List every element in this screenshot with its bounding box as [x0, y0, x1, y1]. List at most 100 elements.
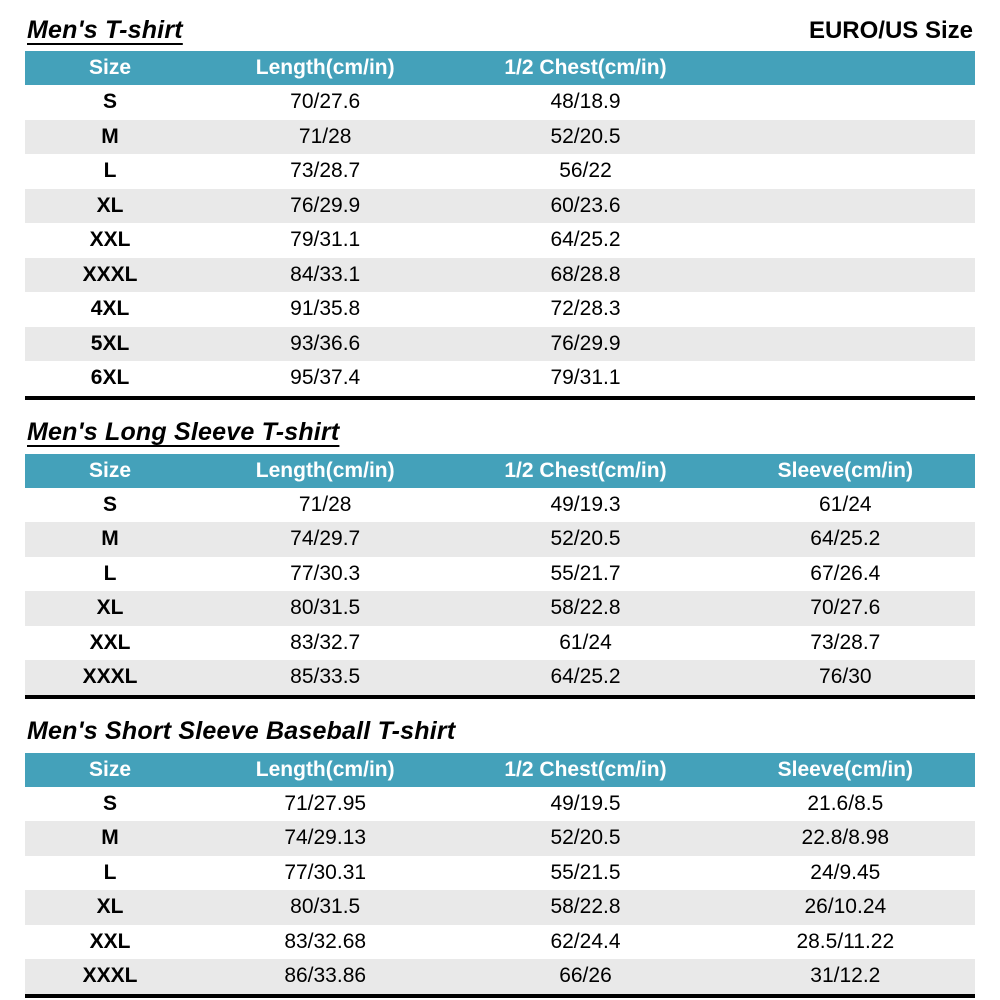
value-cell: 76/29.9	[290, 193, 361, 217]
value-cell: 71/28	[298, 492, 352, 516]
value-cell: 77/30.31	[284, 860, 367, 884]
table-row: L 73/28.7 56/22	[25, 154, 975, 189]
value-cell: 79/31.1	[290, 228, 361, 251]
table-row: XL 76/29.9 60/23.6	[25, 188, 975, 223]
header-cell: 1/2 Chest(cm/in)	[504, 458, 667, 482]
value-cell: 71/27.95	[284, 791, 367, 815]
header-cell: Size	[89, 757, 132, 781]
table-title: Men's Short Sleeve Baseball T-shirt	[27, 717, 456, 745]
value-cell: 58/22.8	[550, 895, 621, 918]
value-cell: 49/19.3	[550, 492, 621, 516]
value-cell: 64/25.2	[810, 527, 881, 550]
value-cell: 55/21.5	[550, 860, 621, 884]
size-cell: XXXL	[82, 262, 138, 286]
value-cell: 55/21.7	[550, 561, 621, 585]
table-title-row: Men's Short Sleeve Baseball T-shirt	[27, 716, 973, 746]
value-cell: 70/27.6	[810, 596, 881, 619]
table-row: L 77/30.3 55/21.7 67/26.4	[25, 556, 975, 591]
size-cell: 4XL	[90, 297, 130, 320]
size-cell: 5XL	[90, 331, 130, 355]
table-row: XXL 83/32.68 62/24.4 28.5/11.22	[25, 924, 975, 959]
value-cell: 93/36.6	[290, 331, 361, 355]
table-body: S 71/27.95 49/19.5 21.6/8.5 M 74/29.13 52/20.5…	[25, 786, 975, 998]
table-row: 6XL 95/37.4 79/31.1	[25, 361, 975, 396]
size-cell: XL	[96, 193, 124, 217]
value-cell: 86/33.86	[284, 964, 367, 987]
header-cell: Sleeve(cm/in)	[777, 458, 914, 482]
table-row: XXXL 85/33.5 64/25.2 76/30	[25, 660, 975, 695]
size-cell: M	[101, 826, 119, 849]
size-cell: XXL	[89, 929, 131, 953]
value-cell: 76/29.9	[550, 331, 621, 355]
value-cell: 74/29.7	[290, 527, 361, 550]
value-cell: 72/28.3	[550, 297, 621, 320]
size-cell: S	[103, 492, 118, 516]
value-cell: 95/37.4	[290, 366, 361, 389]
size-cell: XXXL	[82, 964, 138, 987]
size-cell: XL	[96, 596, 124, 619]
header-cell: Length(cm/in)	[255, 757, 395, 781]
table-header-row: Size Length(cm/in) 1/2 Chest(cm/in) Sleeve(…	[25, 752, 975, 787]
tables-root: Men's T-shirt EURO/US Size Size Length(cm…	[25, 14, 975, 998]
value-cell: 22.8/8.98	[801, 826, 890, 849]
size-cell: L	[103, 860, 117, 884]
value-cell: 66/26	[559, 964, 612, 987]
value-cell: 21.6/8.5	[807, 791, 884, 815]
header-cell: 1/2 Chest(cm/in)	[504, 56, 667, 79]
value-cell: 52/20.5	[550, 826, 621, 849]
size-cell: L	[103, 561, 117, 585]
table-row: XXXL 86/33.86 66/26 31/12.2	[25, 959, 975, 994]
table-row: XL 80/31.5 58/22.8 26/10.24	[25, 890, 975, 925]
table-row: M 74/29.13 52/20.5 22.8/8.98	[25, 821, 975, 856]
value-cell: 79/31.1	[550, 366, 621, 389]
value-cell: 85/33.5	[290, 665, 361, 688]
value-cell: 71/28	[298, 124, 352, 148]
size-cell: M	[101, 124, 119, 148]
value-cell: 49/19.5	[550, 791, 621, 815]
table-header-row: Size Length(cm/in) 1/2 Chest(cm/in)	[25, 51, 975, 85]
value-cell: 56/22	[559, 159, 612, 182]
table-title: Men's T-shirt	[27, 15, 183, 44]
value-cell: 62/24.4	[550, 929, 621, 953]
value-cell: 60/23.6	[550, 193, 621, 217]
value-cell: 68/28.8	[550, 262, 621, 286]
table-row: S 70/27.6 48/18.9	[25, 85, 975, 120]
size-table-section: Men's Short Sleeve Baseball T-shirt Size…	[25, 716, 975, 998]
table-body: S 71/28 49/19.3 61/24 M 74/29.7 52/20.5 64/25.2…	[25, 487, 975, 699]
value-cell: 91/35.8	[290, 297, 361, 320]
value-cell: 61/24	[559, 630, 612, 654]
table-row: M 74/29.7 52/20.5 64/25.2	[25, 522, 975, 557]
table-title: Men's Long Sleeve T-shirt	[27, 418, 340, 446]
value-cell: 67/26.4	[810, 561, 881, 585]
value-cell: 83/32.68	[284, 929, 367, 953]
value-cell: 64/25.2	[550, 228, 621, 251]
size-cell: XL	[96, 895, 124, 918]
table-row: M 71/28 52/20.5	[25, 119, 975, 154]
table-row: XXL 83/32.7 61/24 73/28.7	[25, 625, 975, 660]
table-row: XXXL 84/33.1 68/28.8	[25, 257, 975, 292]
header-cell: Length(cm/in)	[255, 458, 395, 482]
size-cell: XXXL	[82, 665, 138, 688]
header-cell: Length(cm/in)	[255, 56, 395, 79]
euro-us-size-label: EURO/US Size	[808, 16, 973, 44]
value-cell: 84/33.1	[290, 262, 361, 286]
size-cell: XXL	[89, 228, 131, 251]
table-row: 4XL 91/35.8 72/28.3	[25, 292, 975, 327]
value-cell: 70/27.6	[290, 90, 361, 113]
value-cell: 24/9.45	[810, 860, 881, 884]
header-cell: 1/2 Chest(cm/in)	[504, 757, 667, 781]
table-row: XXL 79/31.1 64/25.2	[25, 223, 975, 258]
value-cell: 58/22.8	[550, 596, 621, 619]
size-cell: L	[103, 159, 117, 182]
value-cell: 73/28.7	[810, 630, 881, 654]
size-cell: 6XL	[90, 366, 130, 389]
value-cell: 76/30	[819, 665, 872, 688]
size-cell: S	[103, 90, 118, 113]
value-cell: 77/30.3	[290, 561, 361, 585]
value-cell: 61/24	[819, 492, 872, 516]
header-cell: Size	[89, 56, 132, 79]
size-table-section: Men's T-shirt EURO/US Size Size Length(cm…	[25, 14, 975, 400]
value-cell: 64/25.2	[550, 665, 621, 688]
size-cell: S	[103, 791, 118, 815]
